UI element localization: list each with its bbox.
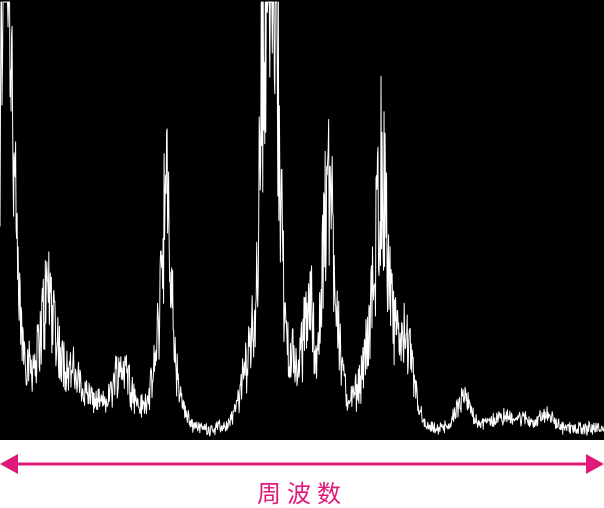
frequency-axis-arrow bbox=[0, 448, 604, 480]
spectrum-trace bbox=[0, 1, 604, 437]
spectrum-plot-area bbox=[0, 0, 604, 440]
spectrum-svg bbox=[0, 1, 604, 437]
x-axis-label: 周波数 bbox=[257, 480, 347, 508]
right-arrowhead-icon bbox=[586, 454, 604, 474]
left-arrowhead-icon bbox=[0, 454, 18, 474]
